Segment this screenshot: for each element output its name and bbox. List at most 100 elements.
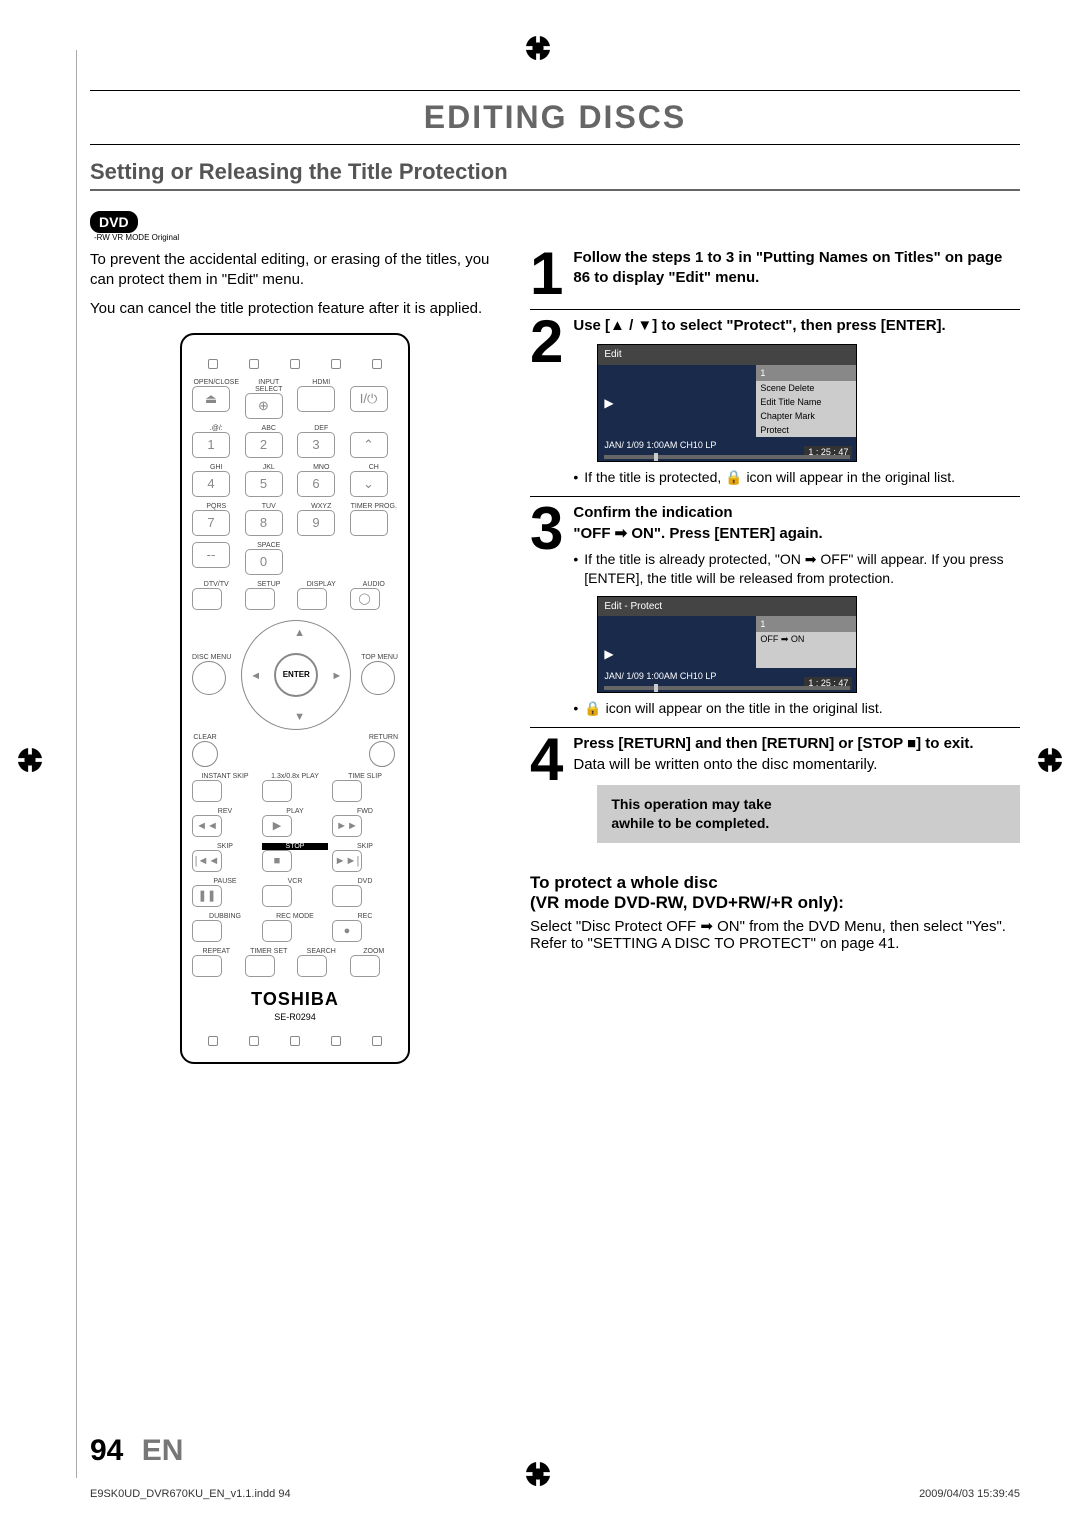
rev-button[interactable]: ◄◄ — [192, 815, 222, 837]
rec-mode-button[interactable] — [262, 920, 292, 942]
crop-mark-left — [16, 746, 44, 774]
up-arrow-icon[interactable]: ▲ — [294, 627, 305, 639]
right-arrow-icon[interactable]: ► — [331, 670, 342, 682]
key-label: TIMER PROG. — [350, 503, 399, 510]
enter-button[interactable]: ENTER — [274, 653, 318, 697]
osd-menu-hdr: 1 — [756, 365, 856, 381]
osd-title: Edit — [598, 345, 856, 365]
ch-down[interactable]: ⌄ — [350, 471, 388, 497]
remote-lbl: INPUT SELECT — [245, 379, 294, 393]
key-label: INSTANT SKIP — [192, 773, 258, 780]
clear-label: CLEAR — [192, 734, 218, 741]
display-button[interactable] — [297, 588, 327, 610]
step-4-detail: Data will be written onto the disc momen… — [573, 755, 1020, 775]
osd-preview: ▶ — [598, 616, 756, 668]
key-2[interactable]: 2 — [245, 432, 283, 458]
top-menu-button[interactable] — [361, 661, 395, 695]
intro-text-2: You can cancel the title protection feat… — [90, 299, 500, 319]
page-number: 94 EN — [90, 1434, 183, 1468]
key-label: ZOOM — [350, 948, 399, 955]
fwd-button[interactable]: ►► — [332, 815, 362, 837]
vcr-button[interactable] — [262, 885, 292, 907]
key-7[interactable]: 7 — [192, 510, 230, 536]
hdmi-button[interactable] — [297, 386, 335, 412]
dvd-button[interactable] — [332, 885, 362, 907]
step-2-bullet: •If the title is protected, 🔒 icon will … — [573, 468, 1020, 487]
skip-back-button[interactable]: |◄◄ — [192, 850, 222, 872]
key-label: MNO — [297, 464, 346, 471]
dubbing-button[interactable] — [192, 920, 222, 942]
zoom-button[interactable] — [350, 955, 380, 977]
key-1[interactable]: 1 — [192, 432, 230, 458]
osd-menu-item: Protect — [756, 423, 856, 437]
remote-control-diagram: OPEN/CLOSE⏏ INPUT SELECT⊕ HDMI I/⏻ .@/:1… — [180, 333, 410, 1064]
key-4[interactable]: 4 — [192, 471, 230, 497]
audio-button[interactable]: ◯ — [350, 588, 380, 610]
key-8[interactable]: 8 — [245, 510, 283, 536]
setup-button[interactable] — [245, 588, 275, 610]
open-close-button[interactable]: ⏏ — [192, 386, 230, 412]
clear-button[interactable] — [192, 741, 218, 767]
key-label: DISPLAY — [297, 581, 346, 588]
step-3-bullet: •🔒 icon will appear on the title in the … — [573, 699, 1020, 718]
key-label: SKIP — [192, 843, 258, 850]
key-label: DUBBING — [192, 913, 258, 920]
repeat-button[interactable] — [192, 955, 222, 977]
key-label: PAUSE — [192, 878, 258, 885]
remote-bottom-dots — [192, 1036, 398, 1046]
key-label: SKIP — [332, 843, 398, 850]
note-line-2: awhile to be completed. — [611, 814, 1006, 833]
key-9[interactable]: 9 — [297, 510, 335, 536]
key-label: TUV — [245, 503, 294, 510]
tail-heading: To protect a whole disc (VR mode DVD-RW,… — [530, 873, 1020, 913]
key-label: SEARCH — [297, 948, 346, 955]
left-column: To prevent the accidental editing, or er… — [90, 242, 500, 1064]
timer-set-button[interactable] — [245, 955, 275, 977]
ch-up[interactable]: ⌃ — [350, 432, 388, 458]
key-label: ABC — [245, 425, 294, 432]
power-button[interactable]: I/⏻ — [350, 386, 388, 412]
skip-fwd-button[interactable]: ►►| — [332, 850, 362, 872]
key-label: DVD — [332, 878, 398, 885]
step-3-line2: "OFF ➡ ON". Press [ENTER] again. — [573, 524, 1020, 544]
step-4: 4 Press [RETURN] and then [RETURN] or [S… — [530, 734, 1020, 852]
key-0[interactable]: 0 — [245, 549, 283, 575]
osd-status: JAN/ 1/09 1:00AM CH10 LP — [604, 440, 716, 450]
key-6[interactable]: 6 — [297, 471, 335, 497]
tail-body-2: Refer to "SETTING A DISC TO PROTECT" on … — [530, 935, 1020, 952]
key-label: STOP — [262, 843, 328, 850]
time-slip-button[interactable] — [332, 780, 362, 802]
key-dash[interactable]: -- — [192, 542, 230, 568]
down-arrow-icon[interactable]: ▼ — [294, 711, 305, 723]
osd-title: Edit - Protect — [598, 597, 856, 617]
key-5[interactable]: 5 — [245, 471, 283, 497]
osd-menu-item: Edit Title Name — [756, 395, 856, 409]
step-number: 1 — [530, 248, 563, 299]
badge-row: DVD -RW VR MODE Original — [90, 201, 1020, 242]
input-select-button[interactable]: ⊕ — [245, 393, 283, 419]
disc-menu-button[interactable] — [192, 661, 226, 695]
key-3[interactable]: 3 — [297, 432, 335, 458]
key-label: REPEAT — [192, 948, 241, 955]
instant-skip-button[interactable] — [192, 780, 222, 802]
play-button[interactable]: ▶ — [262, 815, 292, 837]
pause-button[interactable]: ❚❚ — [192, 885, 222, 907]
step-1-text: Follow the steps 1 to 3 in "Putting Name… — [573, 249, 1002, 286]
rec-button[interactable]: ● — [332, 920, 362, 942]
dtv-tv-button[interactable] — [192, 588, 222, 610]
return-button[interactable] — [369, 741, 395, 767]
speed-play-button[interactable] — [262, 780, 292, 802]
key-label: SETUP — [245, 581, 294, 588]
key-label: 1.3x/0.8x PLAY — [262, 773, 328, 780]
brand-logo: TOSHIBA — [192, 989, 398, 1010]
key-label: TIME SLIP — [332, 773, 398, 780]
note-box: This operation may take awhile to be com… — [597, 785, 1020, 843]
key-label: FWD — [332, 808, 398, 815]
step-2-heading: Use [▲ / ▼] to select "Protect", then pr… — [573, 316, 1020, 336]
search-button[interactable] — [297, 955, 327, 977]
left-arrow-icon[interactable]: ◄ — [250, 670, 261, 682]
step-2: 2 Use [▲ / ▼] to select "Protect", then … — [530, 316, 1020, 497]
timer-prog-button[interactable] — [350, 510, 388, 536]
margin-rule — [76, 50, 77, 1478]
stop-button[interactable]: ■ — [262, 850, 292, 872]
